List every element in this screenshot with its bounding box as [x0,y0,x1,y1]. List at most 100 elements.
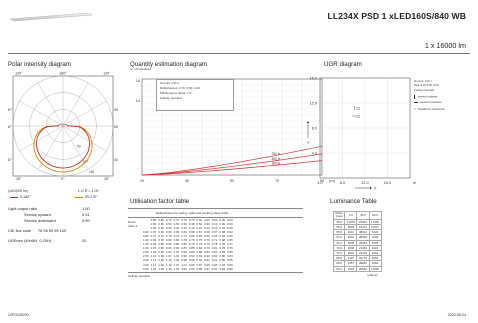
polar-diagram: 120° 180° 120° 90° 60° 30° 90° 60° 30° 30° 0° 30° 50… [7,68,120,188]
ugr-y-tick: 12.0 [310,102,317,106]
factor-cell: 0.88 [196,250,203,255]
factor-cell: 0.78 [158,238,164,243]
info-value: 0.01 [82,212,90,217]
polar-angle-label: 90° [8,108,13,112]
luminance-header-cell: 0.0 [344,211,358,220]
reflectance-cell: 0.50 [196,218,203,222]
legend-swatch-c0 [10,197,18,199]
polar-legend-c0: 0-180° [10,195,31,200]
reflectance-cell: 0.00 [227,222,233,227]
info-label: UGRcen (4Hx8H, 0.25H) [8,238,52,243]
factor-cell: 0.82 [196,246,203,251]
factor-cell: 0.68 [219,238,226,243]
table-row: 2.50 1.10 0.99 1.07 1.01 0.96 0.93 0.92 0.90 0.90… [142,254,234,258]
info-row-ugr: UGRcen (4Hx8H, 0.25H) 20 [8,238,86,243]
factor-cell: 1.09 [173,266,180,271]
factor-cell: 0.88 [188,250,195,255]
factor-cell: 1.07 [165,254,172,259]
factor-cell: 0.70 [204,238,210,243]
ugr-x-axis-label: X [374,187,377,191]
luminance-cell: 2373 [344,265,358,272]
utilisation-table: 0.80 0.80 0.70 0.70 0.70 0.70 0.50 0.50 0.50 0.30… [142,218,234,271]
table-row: 0.80 0.77 0.72 0.75 0.73 0.71 0.66 0.65 0.62 0.65… [142,234,234,238]
room-index-cell: 2.00 [143,250,149,255]
ugr-x-tick: 8.0 [340,181,345,185]
table-row: 45.0 17878 22681 17664 [332,218,382,226]
info-row-upward: Service upward 0.01 [24,212,90,217]
factor-cell: 0.67 [150,230,157,235]
reflectance-cell: 0.10 [188,226,195,231]
factor-cell: 0.78 [181,238,187,243]
factor-cell: 0.93 [188,254,195,259]
quantity-title: Quantity estimation diagram [130,61,208,68]
factor-cell: 1.02 [158,262,164,267]
utilisation-table-block: Reflectances for ceiling, walls and work… [128,208,303,278]
reflectance-cell: 0.50 [165,222,172,227]
factor-cell: 0.71 [227,242,233,247]
reflectance-cell: 0.80 [158,218,164,222]
factor-cell: 0.89 [219,258,226,263]
ugr-x-tick: 16.0 [384,181,391,185]
factor-cell: 0.78 [219,246,226,251]
luminance-table-block: Plane Cone 0.0 45.0 90.0 45.0 17878 22681 17664… [332,211,382,276]
factor-cell: 0.97 [204,266,210,271]
factor-cell: 0.94 [196,258,203,263]
polar-curve-c0 [35,125,91,169]
factor-cell: 0.96 [181,254,187,259]
polar-curve-upward [56,123,70,127]
luminance-cell: 4060 [368,255,382,262]
factor-cell: 1.20 [150,266,157,271]
info-row-cie: CIE flux code 76 96 99 99 100 [8,228,66,233]
factor-cell: 0.80 [227,250,233,255]
utilisation-caption-row: Reflectances for ceiling, walls and work… [128,208,303,218]
luminance-cell: 3378 [368,239,382,246]
reflectance-cell: 0.50 [181,222,187,227]
factor-cell: 0.90 [173,246,180,251]
factor-cell: 0.93 [158,250,164,255]
factor-cell: 1.17 [150,262,157,267]
info-label: CIE flux code [8,228,32,233]
factor-cell: 1.14 [165,262,172,267]
factor-cell: 1.01 [181,262,187,267]
reflectance-cell: 0.70 [165,218,172,222]
factor-cell: 0.71 [181,234,187,239]
ugr-legend-crosswise: viewed crosswise [414,100,466,104]
factor-cell: 0.90 [204,254,210,259]
ugr-value-label: 22 [356,107,360,111]
factor-cell: 0.97 [150,246,157,251]
factor-cell: 1.00 [188,266,195,271]
product-title: LL234X PSD 1 xLED160S/840 WB [327,11,466,21]
info-label: Service upward [24,212,51,217]
factor-cell: 0.94 [219,266,226,271]
reflectance-cell: 0.10 [158,226,164,231]
factor-cell: 0.57 [196,230,203,235]
factor-cell: 0.62 [204,234,210,239]
reflectance-cell: 0.10 [181,226,187,231]
factor-cell: 0.72 [158,234,164,239]
factor-cell: 1.01 [173,254,180,259]
luminance-cell: 3421 [368,244,382,252]
luminance-header-cell: 90.0 [368,211,382,220]
factor-cell: 1.10 [165,258,172,263]
polar-ring-label: 50 [77,145,81,149]
table-row: 80.0 2107 20774 4060 [332,255,382,262]
luminance-cell: 5224 [368,229,382,236]
luminance-cell: 17664 [368,218,382,226]
ugr-legend: hmount: 2.8 m Refl: 0.70 0.50 0.20 Ceili… [414,80,466,132]
box-line: Ceiling mounted [160,96,182,100]
factor-cell: 0.95 [165,246,172,251]
ugr-y-tick: 8.0 [312,127,317,131]
polar-angle-label: 30° [16,177,22,181]
footer-date: 2020-08-04 [447,313,466,317]
ugr-y-axis-label: Y [307,141,310,145]
factor-cell: 0.76 [227,246,233,251]
factor-cell: 0.66 [188,234,195,239]
quantity-curve-label: 500 lx [272,157,281,161]
polar-angle-label: 30° [104,177,110,181]
luminance-header-cell: Plane Cone [332,211,346,220]
table-row: 1.50 0.97 0.88 0.95 0.90 0.87 0.85 0.82 0.79 0.81… [142,246,234,250]
luminance-cell: 55.0 [332,229,346,236]
reflectance-cell: 0.30 [150,226,157,231]
ugr-legend-line: hmount: 2.8 m [414,79,432,83]
factor-cell: 0.97 [211,266,218,271]
